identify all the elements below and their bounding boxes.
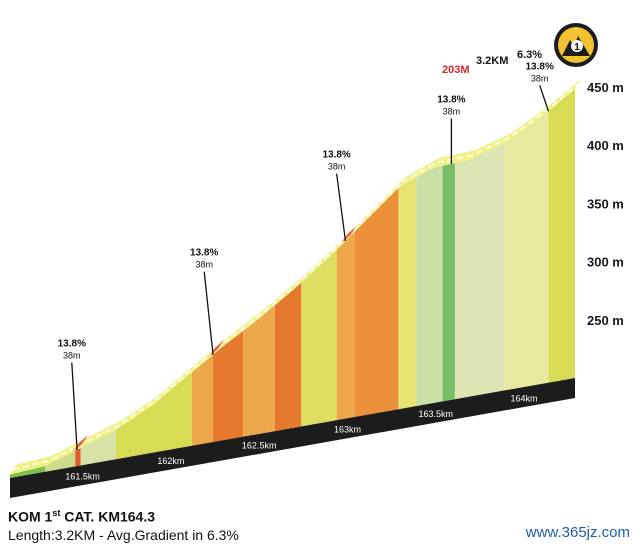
x-tick-label: 164km [511,393,538,403]
y-tick-label: 350 m [587,196,624,211]
gradient-length: 38m [531,73,549,83]
gradient-percent: 13.8% [190,248,218,259]
profile-segment [354,187,399,418]
summit-gradient: 6.3% [517,49,542,61]
x-tick-label: 162km [157,456,184,466]
profile-segment [416,165,443,407]
profile-base-strip [10,378,575,498]
profile-segment [336,232,355,421]
profile-segments [10,89,575,478]
profile-segment [548,89,575,383]
gradient-percent: 13.8% [322,150,350,161]
profile-segment [504,111,549,391]
gradient-length: 38m [443,106,461,116]
x-axis-ticks: 161.5km 162km 162.5km 163km 163.5km 164km [65,393,537,481]
kom-badge-number-bg [571,40,583,52]
gradient-leader-line [539,85,550,112]
profile-segment [442,163,455,402]
gradient-length: 38m [63,351,81,361]
y-tick-label: 450 m [587,80,624,95]
profile-dashed-line [12,83,579,471]
x-tick-label: 163.5km [418,409,453,419]
watermark-text: www.365jz.com [525,524,630,541]
gradient-percent: 13.8% [437,94,465,105]
gradient-length: 38m [328,162,346,172]
climb-length-gradient: Length:3.2KM - Avg.Gradient in 6.3% [8,527,239,543]
profile-segment [274,282,302,432]
climb-category-label: KOM 1st CAT. KM164.3 [8,508,155,525]
gradient-leader-line [203,271,214,355]
profile-segment [45,450,76,472]
summit-length: 3.2KM [476,55,508,67]
climb-category-prefix: KOM 1 [8,508,53,525]
profile-segment [10,465,46,478]
profile-segment [191,354,214,446]
profile-base [10,378,575,498]
summit-start-elevation: 203M [442,64,470,76]
profile-segment [454,143,505,400]
climb-category-suffix: st [52,508,61,518]
profile-segment [243,305,275,437]
y-tick-label: 400 m [587,138,624,153]
y-axis-ticks: 250 m 300 m 350 m 400 m 450 m [587,80,624,328]
profile-segment [213,330,244,443]
gradient-length: 38m [195,260,213,270]
gradient-leader-line [335,173,347,242]
profile-segment [398,177,417,410]
gradient-leader-line [71,362,78,450]
climb-km: CAT. KM164.3 [60,508,156,525]
profile-segment [80,430,116,466]
x-tick-label: 162.5km [242,440,277,450]
y-tick-label: 250 m [587,313,624,328]
profile-segment [301,249,337,427]
profile-segment [115,372,192,460]
gradient-percent: 13.8% [58,339,86,350]
summit-info: 203M 3.2KM 6.3% 1 [442,23,598,76]
x-tick-label: 163km [334,425,361,435]
y-tick-label: 300 m [587,255,624,270]
profile-segment [75,448,81,467]
x-tick-label: 161.5km [65,472,100,482]
kom-category-number: 1 [574,42,580,53]
gradient-percent: 13.8% [526,61,554,72]
